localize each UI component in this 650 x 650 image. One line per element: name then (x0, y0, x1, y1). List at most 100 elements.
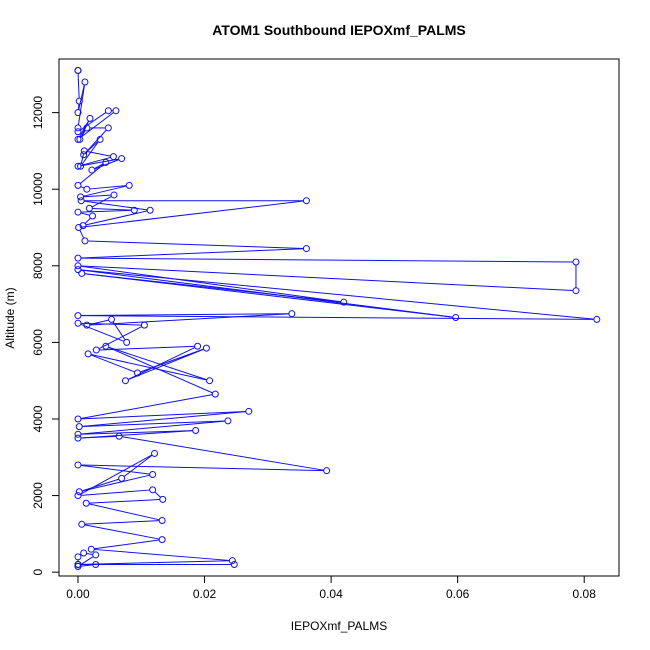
data-point (83, 185, 91, 193)
y-axis-label: Altitude (m) (3, 287, 17, 348)
data-point (340, 298, 348, 306)
series-segment (80, 257, 573, 263)
data-point (74, 109, 82, 117)
series-segment (80, 265, 574, 292)
data-point (202, 344, 210, 352)
data-point (87, 545, 95, 553)
data-point (81, 237, 89, 245)
chart-title: ATOM1 Southbound IEPOXmf_PALMS (212, 22, 466, 38)
series-segment (80, 435, 117, 439)
data-point (80, 151, 88, 159)
series-segment (80, 156, 111, 166)
data-point (74, 128, 82, 136)
data-point (146, 206, 154, 214)
data-point (224, 417, 232, 425)
series-segment (80, 560, 230, 565)
data-point (74, 562, 82, 570)
series-segment (123, 454, 153, 477)
series-segment (80, 112, 114, 139)
series-segment (84, 524, 160, 540)
series-segment (108, 346, 213, 394)
series-segment (121, 436, 324, 471)
series-segment (80, 153, 85, 164)
plot-area (74, 66, 601, 570)
data-point (74, 492, 82, 500)
y-tick-label: 6000 (31, 329, 45, 356)
series-segment (81, 478, 119, 492)
series-segment (80, 323, 125, 342)
data-point (74, 461, 82, 469)
series-segment (82, 420, 225, 428)
data-point (140, 321, 148, 329)
series-segment (108, 346, 207, 381)
y-tick-label: 2000 (31, 482, 45, 509)
series-segment (80, 269, 453, 318)
data-point (125, 181, 133, 189)
data-point (151, 449, 159, 457)
y-tick-label: 10000 (31, 172, 45, 206)
data-point (192, 426, 200, 434)
series-segment (80, 464, 150, 475)
series-segment (81, 130, 86, 138)
data-point (108, 315, 116, 323)
series-segment (84, 273, 453, 318)
data-point (158, 536, 166, 544)
series-segment (80, 410, 246, 420)
series-segment (84, 217, 91, 224)
series-segment (78, 84, 85, 110)
data-point (149, 486, 157, 494)
series-segment (80, 420, 226, 435)
data-point (96, 135, 104, 143)
data-point (123, 338, 131, 346)
data-point (88, 166, 96, 174)
series-segment (80, 394, 213, 419)
data-point (75, 488, 83, 496)
series-segment (94, 163, 104, 170)
series-segment (85, 129, 107, 153)
series-segment (94, 159, 120, 170)
data-point (92, 551, 100, 559)
data-point (118, 474, 126, 482)
data-point (74, 124, 82, 132)
series-segment (112, 321, 126, 341)
data-point (194, 342, 202, 350)
series-segment (89, 313, 289, 326)
data-point (74, 254, 82, 262)
x-tick-label: 0.02 (193, 587, 217, 601)
data-point (110, 191, 118, 199)
series-segment (79, 163, 104, 184)
data-point (86, 114, 94, 122)
data-point (109, 153, 117, 161)
data-point (92, 561, 100, 569)
data-point (80, 549, 88, 557)
series-segment (87, 151, 111, 157)
data-point (572, 258, 580, 266)
series-segment (80, 269, 594, 320)
data-point (74, 430, 82, 438)
x-tick-label: 0.04 (319, 587, 343, 601)
data-point (211, 390, 219, 398)
series-segment (128, 348, 204, 381)
data-point (118, 155, 126, 163)
data-point (77, 162, 85, 170)
data-point (74, 135, 82, 143)
series-segment (80, 322, 142, 326)
data-point (84, 350, 92, 358)
data-point (77, 197, 85, 205)
series-segment (90, 354, 135, 373)
data-point (102, 158, 110, 166)
series-segment (80, 248, 304, 259)
data-point (74, 319, 82, 327)
series-segment (80, 564, 93, 567)
series-segment (80, 430, 193, 435)
y-axis: 0 2000 4000 6000 8000 10000 12000 (31, 96, 60, 576)
x-axis-label: IEPOXmf_PALMS (291, 619, 387, 633)
data-point (83, 321, 91, 329)
data-point (79, 222, 87, 230)
data-point (104, 107, 112, 115)
series-segment (89, 499, 160, 504)
series-segment (89, 185, 127, 190)
data-point (230, 561, 238, 569)
y-tick-label: 0 (31, 569, 45, 576)
